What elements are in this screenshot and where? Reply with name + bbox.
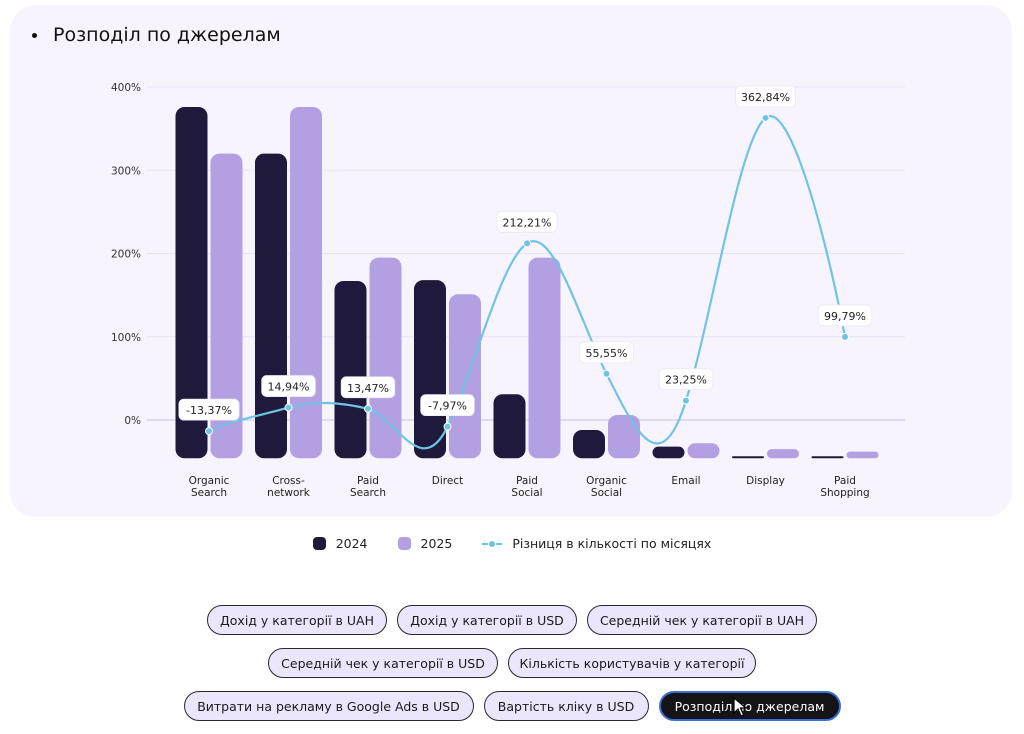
- data-label: 55,55%: [586, 347, 628, 360]
- difference-point: [602, 369, 611, 378]
- data-label-box: [420, 394, 475, 417]
- data-label: 99,79%: [824, 310, 866, 323]
- difference-point: [761, 113, 770, 122]
- legend: 2024 2025 Різниця в кількості по місяцях: [0, 536, 1024, 551]
- x-tick-label: Search: [191, 487, 227, 499]
- data-label-box: [178, 398, 240, 421]
- difference-point: [443, 422, 452, 431]
- difference-point: [841, 332, 849, 341]
- revenue-uah-button[interactable]: Дохід у категорії в UAH: [207, 605, 387, 635]
- bar-2024: [493, 394, 526, 459]
- difference-point: [682, 396, 690, 405]
- difference-point: [364, 404, 372, 413]
- x-tick-label: Email: [671, 475, 700, 487]
- data-label: 23,25%: [665, 374, 707, 387]
- legend-item-2025[interactable]: 2025: [397, 536, 453, 551]
- users-count-button[interactable]: Кількість користувачів у категорії: [508, 648, 756, 678]
- difference-point: [205, 427, 213, 436]
- avg-check-uah-button[interactable]: Середній чек у категорії в UAH: [587, 605, 817, 635]
- x-tick-label: Organic: [586, 475, 627, 487]
- bullet-icon: [32, 32, 37, 38]
- data-label-box: [261, 375, 316, 397]
- x-tick-label: Direct: [432, 475, 463, 487]
- bar-2024: [175, 106, 208, 459]
- y-tick-label: 0%: [124, 415, 141, 427]
- x-tick-label: Paid: [834, 475, 856, 487]
- difference-line: [208, 114, 847, 450]
- data-label: -7,97%: [428, 400, 467, 413]
- x-tick-label: Social: [591, 487, 622, 499]
- x-tick-label: Shopping: [820, 487, 869, 499]
- cpc-button[interactable]: Вартість кліку в USD: [483, 691, 649, 721]
- bar-2025: [687, 443, 720, 459]
- chart-title-text: Розподіл по джерелам: [53, 24, 281, 46]
- data-label-box: [658, 368, 714, 391]
- legend-item-difference[interactable]: Різниця в кількості по місяцях: [482, 536, 711, 551]
- bar-2024: [573, 429, 605, 459]
- y-tick-label: 300%: [111, 165, 141, 177]
- data-label-box: [817, 304, 873, 327]
- data-label-box: [735, 85, 797, 108]
- legend-label-2025: 2025: [420, 536, 453, 551]
- data-label: 212,21%: [503, 216, 552, 229]
- bar-2025: [210, 153, 243, 459]
- data-label: 13,47%: [347, 382, 389, 395]
- x-tick-label: Organic: [189, 475, 230, 487]
- difference-point: [523, 239, 531, 248]
- legend-label-2024: 2024: [335, 536, 368, 551]
- avg-check-usd-button[interactable]: Середній чек у категорії в USD: [268, 648, 498, 678]
- button-row-3: Витрати на рекламу в Google Ads в USD Ва…: [0, 691, 1024, 721]
- bar-2025: [449, 294, 481, 459]
- legend-line-icon: [482, 537, 503, 550]
- mouse-cursor-icon: [733, 697, 747, 717]
- bar-2024: [732, 456, 764, 459]
- bar-2024: [334, 280, 367, 459]
- y-tick-label: 100%: [111, 332, 141, 344]
- bar-2025: [846, 451, 879, 459]
- data-label: 14,94%: [268, 381, 310, 394]
- button-row-2: Середній чек у категорії в USD Кількість…: [0, 648, 1024, 678]
- legend-swatch-2024: [312, 537, 326, 550]
- y-tick-label: 400%: [111, 82, 141, 94]
- x-tick-label: Search: [350, 487, 386, 499]
- bar-2025: [767, 449, 799, 459]
- button-row-1: Дохід у категорії в UAH Дохід у категорі…: [0, 605, 1024, 635]
- bar-2024: [414, 280, 446, 459]
- x-tick-label: Paid: [516, 475, 538, 487]
- x-tick-label: Paid: [357, 475, 379, 487]
- legend-label-difference: Різниця в кількості по місяцях: [512, 536, 712, 551]
- y-tick-label: 200%: [111, 249, 141, 261]
- chart-title: Розподіл по джерелам: [32, 24, 281, 46]
- bar-2025: [608, 415, 640, 459]
- bar-2024: [811, 456, 844, 459]
- combo-chart: 0%100%200%300%400%OrganicSearchCross-net…: [111, 82, 905, 499]
- source-distribution-button[interactable]: Розподіл по джерелам: [658, 691, 841, 721]
- x-tick-label: Cross-: [272, 475, 305, 487]
- bar-2024: [652, 446, 685, 459]
- data-label: -13,37%: [186, 404, 232, 417]
- revenue-usd-button[interactable]: Дохід у категорії в USD: [397, 605, 577, 635]
- data-label-box: [340, 376, 396, 399]
- x-tick-label: Display: [746, 475, 785, 487]
- bar-2025: [369, 257, 402, 459]
- data-label-box: [579, 341, 634, 364]
- bar-2025: [290, 106, 322, 459]
- difference-point: [284, 403, 293, 412]
- data-label-box: [496, 210, 558, 233]
- legend-item-2024[interactable]: 2024: [312, 536, 368, 551]
- bar-2025: [528, 257, 561, 459]
- legend-swatch-2025: [397, 537, 411, 550]
- x-tick-label: Social: [511, 487, 542, 499]
- x-tick-label: network: [267, 487, 311, 499]
- google-ads-spend-button[interactable]: Витрати на рекламу в Google Ads в USD: [183, 691, 474, 721]
- data-label: 362,84%: [741, 91, 790, 104]
